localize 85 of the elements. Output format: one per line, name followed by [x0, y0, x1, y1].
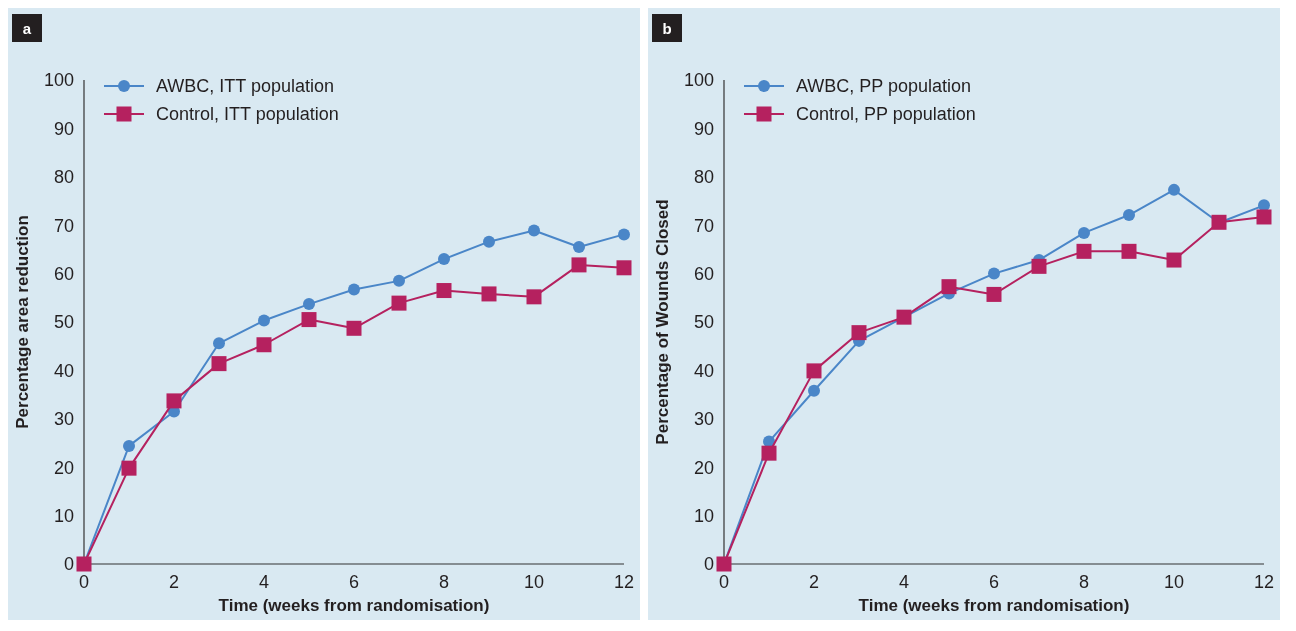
point	[1256, 209, 1272, 225]
x-tick-label: 2	[168, 572, 180, 592]
x-axis-title: Time (weeks from randomisation)	[858, 596, 1130, 615]
y-tick-label: 70	[53, 215, 74, 236]
x-tick-label: 0	[78, 572, 90, 592]
x-tick-label: 8	[1078, 572, 1090, 592]
x-tick-label: 8	[438, 572, 450, 592]
point	[393, 274, 405, 287]
point	[1168, 183, 1180, 196]
point	[528, 224, 540, 237]
point	[761, 445, 777, 461]
point	[896, 309, 912, 325]
x-tick-label: 12	[1253, 572, 1275, 592]
point	[851, 325, 867, 341]
point	[213, 337, 225, 350]
point	[986, 286, 1002, 302]
y-tick-label: 30	[53, 409, 74, 430]
point	[618, 228, 630, 241]
point	[808, 384, 820, 397]
point	[166, 393, 182, 409]
y-tick-label: 0	[703, 554, 714, 575]
point	[616, 260, 632, 276]
point	[1031, 258, 1047, 274]
point	[121, 460, 137, 476]
y-tick-label: 0	[63, 554, 74, 575]
x-tick-label: 6	[348, 572, 360, 592]
point	[806, 363, 822, 379]
point	[1076, 243, 1092, 259]
y-tick-label: 90	[693, 118, 714, 139]
point	[483, 235, 495, 248]
y-tick-label: 60	[53, 263, 74, 284]
chart-title: b	[662, 20, 672, 37]
x-tick-label: 2	[808, 572, 820, 592]
point	[348, 283, 360, 296]
x-tick-label: 6	[988, 572, 1000, 592]
point	[481, 286, 497, 302]
y-tick-label: 100	[43, 70, 74, 91]
point	[1078, 226, 1090, 239]
x-axis-title: Time (weeks from randomisation)	[218, 596, 490, 615]
y-tick-label: 30	[693, 409, 714, 430]
point	[123, 439, 135, 452]
point	[303, 298, 315, 311]
y-tick-label: 90	[53, 118, 74, 139]
point	[301, 312, 317, 328]
point	[1121, 243, 1137, 259]
legend-label: AWBC, ITT population	[156, 76, 335, 97]
y-tick-label: 70	[693, 215, 714, 236]
legend-label: Control, PP population	[796, 104, 976, 125]
y-tick-label: 50	[53, 312, 74, 333]
y-tick-label: 80	[53, 167, 74, 188]
x-tick-label: 10	[523, 572, 545, 592]
point	[211, 356, 227, 372]
y-tick-label: 20	[53, 457, 74, 478]
y-tick-label: 40	[53, 360, 74, 381]
chart-title: a	[22, 20, 32, 37]
point	[526, 289, 542, 305]
y-axis-title: Percentage of Wounds Closed	[653, 199, 672, 445]
point	[1166, 252, 1182, 268]
y-axis-title: Percentage area reduction	[13, 215, 32, 429]
x-tick-label: 12	[613, 572, 635, 592]
point	[573, 240, 585, 253]
point	[346, 320, 362, 336]
y-tick-label: 40	[693, 360, 714, 381]
y-tick-label: 10	[693, 505, 714, 526]
legend-label: Control, ITT population	[156, 104, 339, 125]
y-tick-label: 50	[693, 312, 714, 333]
point	[391, 295, 407, 311]
x-tick-label: 4	[898, 572, 910, 592]
point	[436, 283, 452, 299]
x-tick-label: 0	[718, 572, 730, 592]
point	[988, 267, 1000, 280]
y-tick-label: 60	[693, 263, 714, 284]
y-tick-label: 20	[693, 457, 714, 478]
point	[258, 314, 270, 327]
x-tick-label: 4	[258, 572, 270, 592]
x-tick-label: 10	[1163, 572, 1185, 592]
point	[256, 337, 272, 353]
y-tick-label: 100	[683, 70, 714, 91]
point	[571, 257, 587, 273]
point	[941, 279, 957, 295]
point	[1123, 209, 1135, 222]
legend-label: AWBC, PP population	[796, 76, 972, 97]
y-tick-label: 10	[53, 505, 74, 526]
point	[438, 253, 450, 266]
y-tick-label: 80	[693, 167, 714, 188]
